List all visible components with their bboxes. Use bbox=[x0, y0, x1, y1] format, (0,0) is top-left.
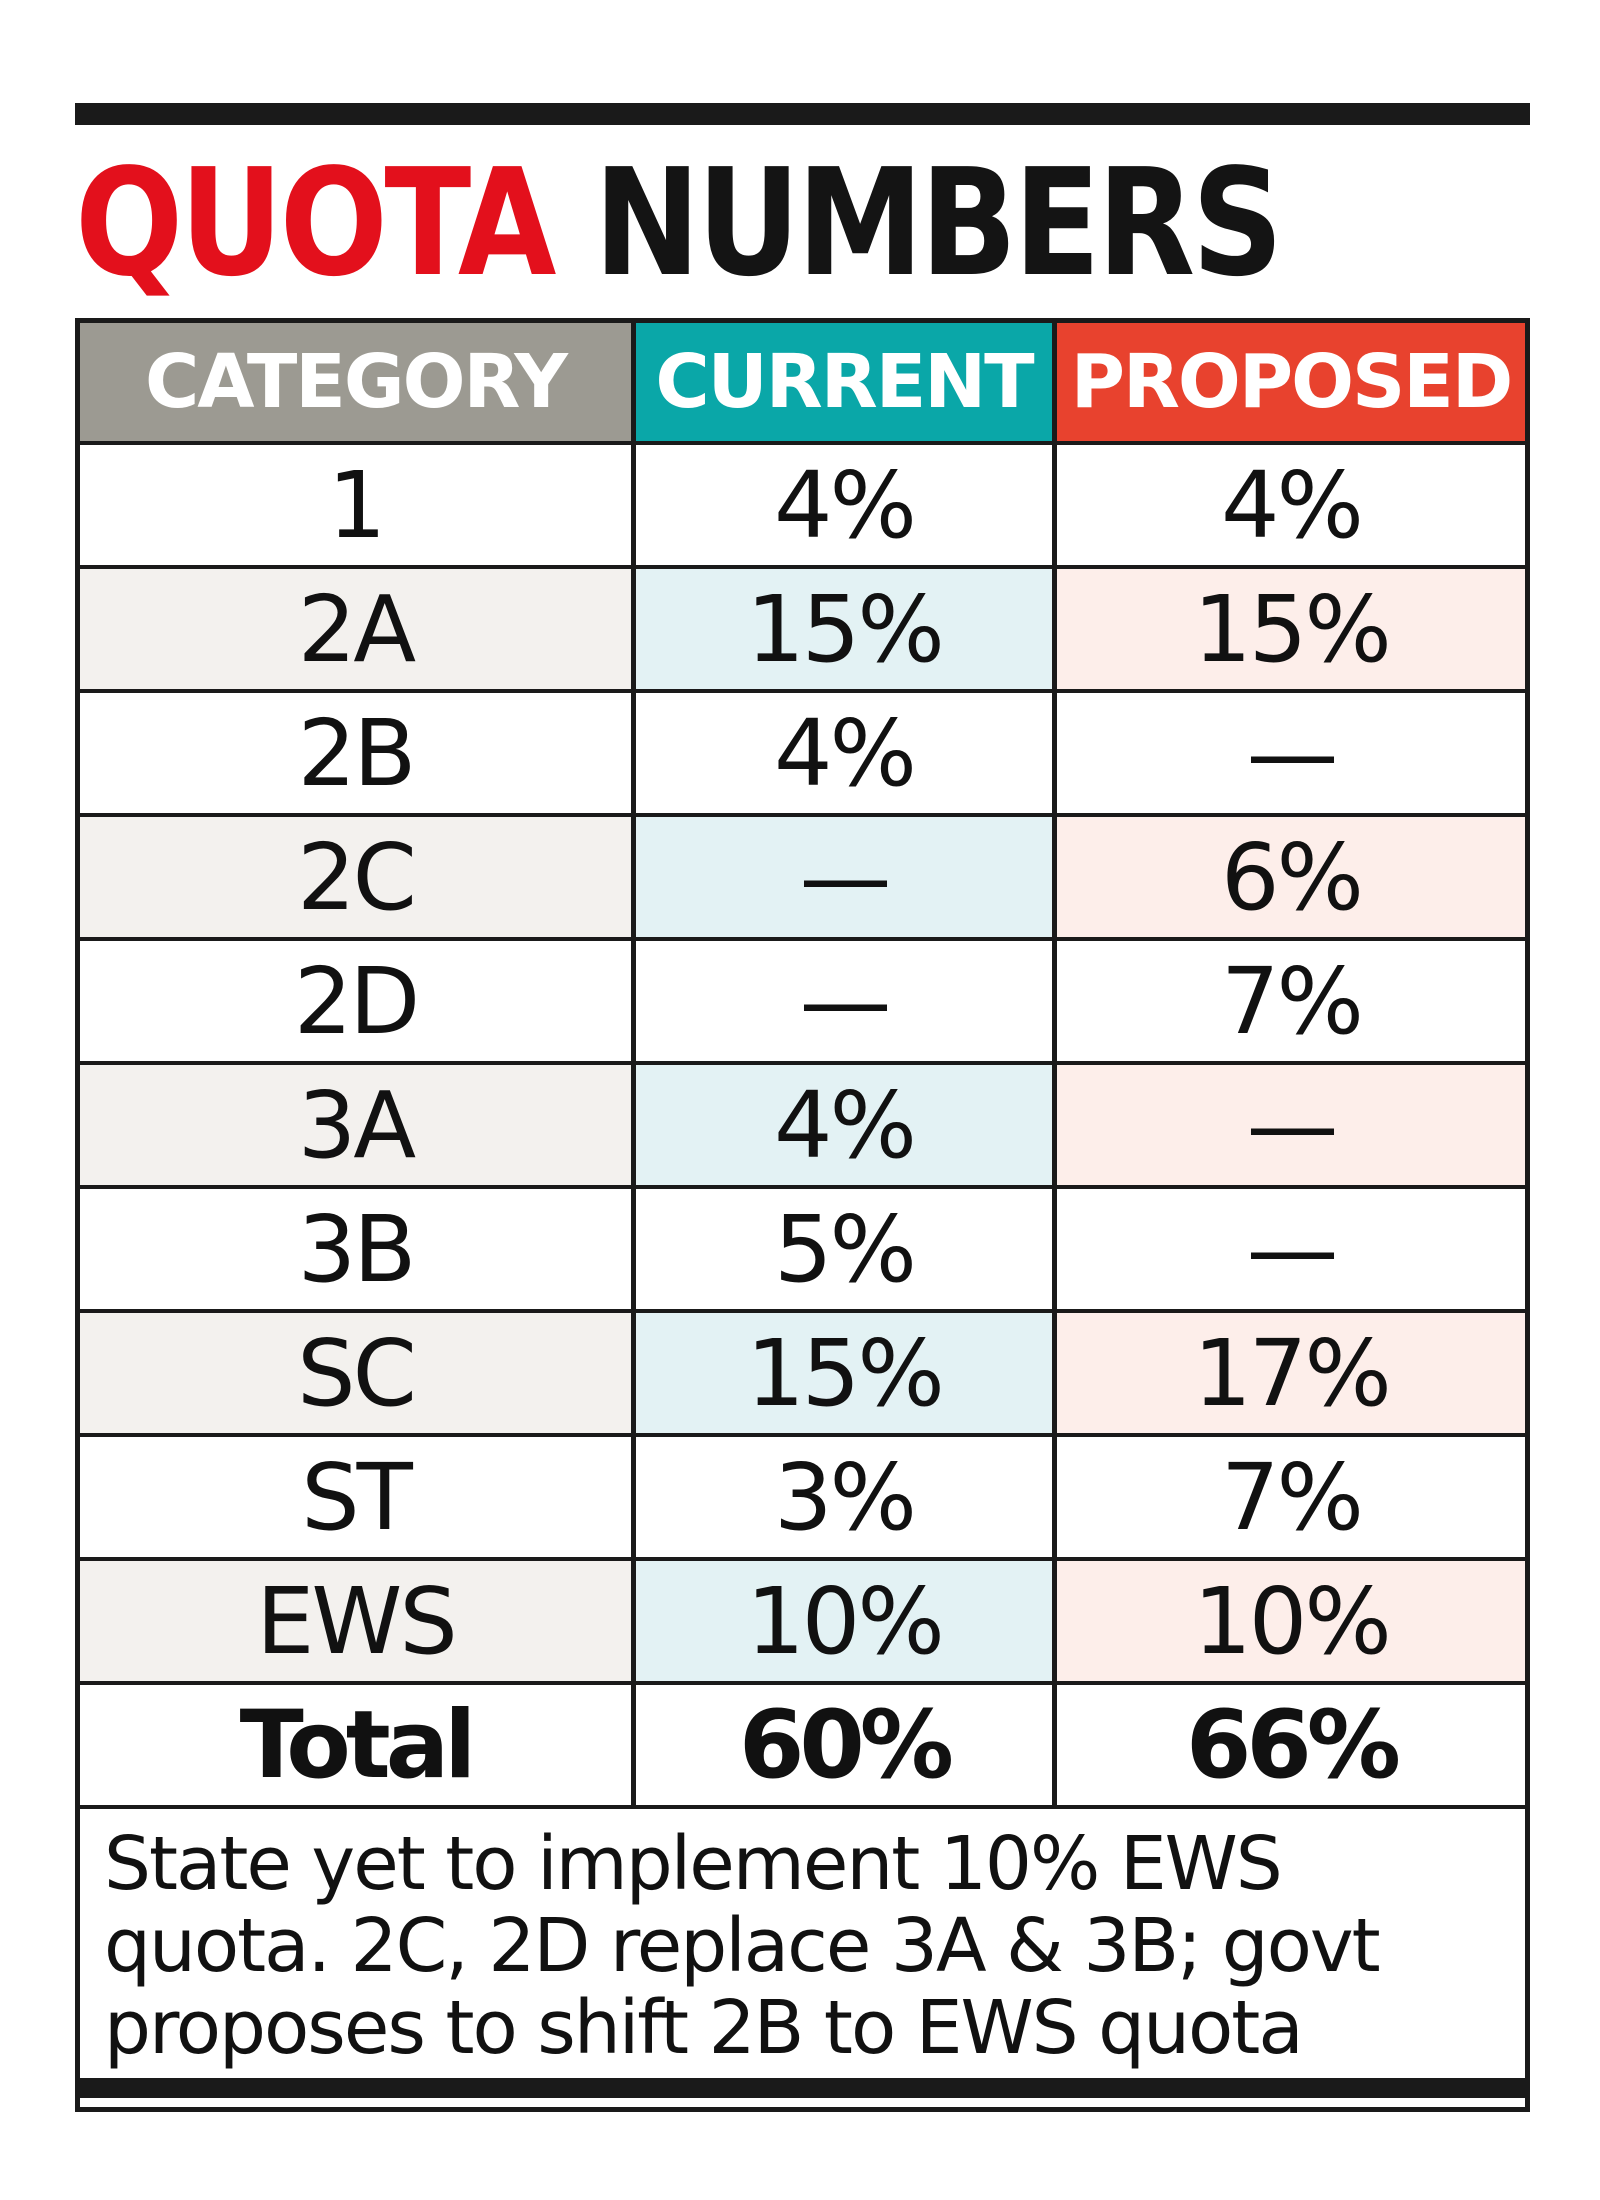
proposed-cell: 4% bbox=[1221, 451, 1364, 559]
proposed-cell: 7% bbox=[1221, 1443, 1364, 1551]
category-cell: 2A bbox=[80, 569, 636, 689]
current-cell: 5% bbox=[636, 1189, 1057, 1309]
category-cell: ST bbox=[80, 1437, 636, 1557]
column-header-current: CURRENT bbox=[636, 323, 1057, 441]
title-part-numbers: NUMBERS bbox=[593, 137, 1284, 309]
column-header-category: CATEGORY bbox=[80, 323, 636, 441]
table-row: EWS 10% 10% bbox=[80, 1557, 1525, 1681]
proposed-cell: 17% bbox=[1057, 1313, 1525, 1433]
table-row: 2B 4% — bbox=[80, 689, 1525, 813]
table-row: 3A 4% — bbox=[80, 1061, 1525, 1185]
table-row: ST 3% 7% bbox=[80, 1433, 1525, 1557]
table-row: SC 15% 17% bbox=[80, 1309, 1525, 1433]
table-row: 3B 5% — bbox=[80, 1185, 1525, 1309]
current-cell: — bbox=[636, 941, 1057, 1061]
footnote: State yet to implement 10% EWS quota. 2C… bbox=[80, 1805, 1525, 2107]
category-cell: SC bbox=[80, 1313, 636, 1433]
category-cell: 2D bbox=[80, 941, 636, 1061]
proposed-cell: — bbox=[1246, 699, 1339, 807]
category-cell: 2B bbox=[80, 693, 636, 813]
current-cell: 15% bbox=[636, 569, 1057, 689]
total-proposed: 66% bbox=[1186, 1690, 1401, 1800]
current-cell: 10% bbox=[636, 1561, 1057, 1681]
current-cell: — bbox=[636, 817, 1057, 937]
current-cell: 4% bbox=[636, 693, 1057, 813]
current-cell: 3% bbox=[636, 1437, 1057, 1557]
proposed-cell: 7% bbox=[1221, 947, 1364, 1055]
table-total-row: Total 60% 66% bbox=[80, 1681, 1525, 1805]
current-cell: 4% bbox=[636, 1065, 1057, 1185]
column-header-proposed: PROPOSED bbox=[1057, 323, 1525, 441]
proposed-cell: — bbox=[1057, 1065, 1525, 1185]
top-rule bbox=[75, 103, 1530, 125]
chart-title: QUOTA NUMBERS bbox=[75, 128, 1284, 318]
proposed-cell: 10% bbox=[1057, 1561, 1525, 1681]
proposed-cell: 15% bbox=[1057, 569, 1525, 689]
table-row: 2C — 6% bbox=[80, 813, 1525, 937]
bottom-rule bbox=[75, 2078, 1530, 2098]
table-row: 2D — 7% bbox=[80, 937, 1525, 1061]
category-cell: 2C bbox=[80, 817, 636, 937]
current-cell: 4% bbox=[636, 445, 1057, 565]
category-cell: EWS bbox=[80, 1561, 636, 1681]
proposed-cell: — bbox=[1246, 1195, 1339, 1303]
category-cell: 3A bbox=[80, 1065, 636, 1185]
table-row: 2A 15% 15% bbox=[80, 565, 1525, 689]
current-cell: 15% bbox=[636, 1313, 1057, 1433]
proposed-cell: 6% bbox=[1057, 817, 1525, 937]
quota-table: CATEGORY CURRENT PROPOSED 1 4% 4% 2A 15%… bbox=[75, 318, 1530, 2112]
table-header-row: CATEGORY CURRENT PROPOSED bbox=[80, 323, 1525, 441]
table-row: 1 4% 4% bbox=[80, 441, 1525, 565]
total-label: Total bbox=[80, 1685, 636, 1805]
total-current: 60% bbox=[636, 1685, 1057, 1805]
title-part-quota: QUOTA bbox=[75, 137, 556, 309]
category-cell: 1 bbox=[80, 445, 636, 565]
category-cell: 3B bbox=[80, 1189, 636, 1309]
